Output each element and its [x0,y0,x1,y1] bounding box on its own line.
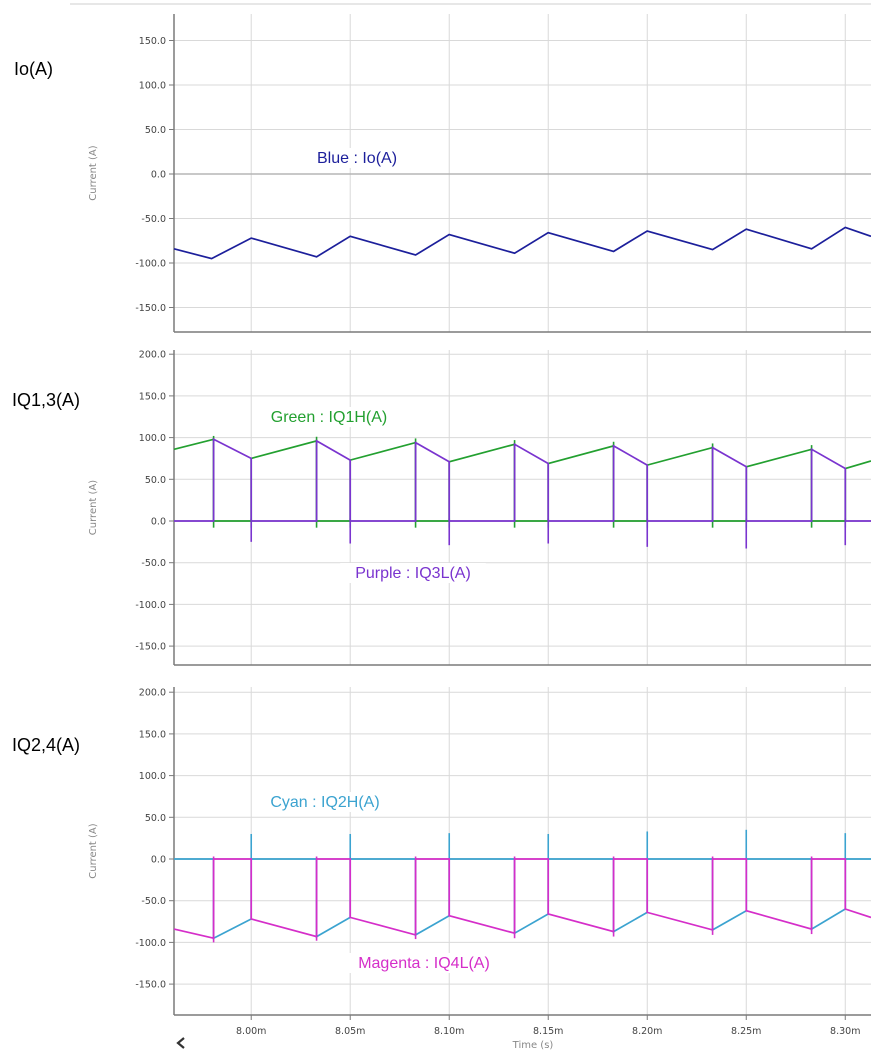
y-tick-label: 50.0 [145,475,166,486]
panel-label: Io(A) [14,59,53,79]
x-tick-label: 8.00m [236,1026,266,1037]
chart-panel-1: 150.0 100.0 50.0 0.0 -50.0 -100.0 -150.0 Curren… [14,14,871,333]
y-tick-label: 200.0 [139,350,166,361]
y-tick-label: 0.0 [151,517,166,528]
y-tick-label: -50.0 [141,214,166,225]
y-tick-label: 0.0 [151,855,166,866]
purple-series-line [174,437,871,522]
y-tick-label: -150.0 [135,303,166,314]
annotation-bg [260,407,398,427]
y-tick-label: 150.0 [139,391,166,402]
annotation-bg [260,792,390,812]
panel-label: IQ1,3(A) [12,390,80,410]
annotation-bg [301,148,413,168]
cyan-series-line [174,858,871,940]
x-tick-label: 8.05m [335,1026,365,1037]
y-tick-label: 150.0 [139,36,166,47]
annotation-bg [346,953,502,973]
y-tick-label: -50.0 [141,896,166,907]
series-annotation: Purple : IQ3L(A) [355,565,471,582]
chevron-left-icon[interactable] [176,1037,185,1049]
chart-panel-2: 200.0 150.0 100.0 50.0 0.0 -50.0 -100.0 -150.0 C… [12,350,871,666]
x-tick-label: 8.20m [632,1026,662,1037]
series-annotation: Cyan : IQ2H(A) [270,794,379,811]
y-axis-title: Current (A) [88,480,99,535]
x-axis-title: Time (s) [512,1040,554,1051]
y-tick-label: 150.0 [139,729,166,740]
chart-panel-3: 200.0 150.0 100.0 50.0 0.0 -50.0 -100.0 -150.0 C… [12,687,871,1016]
y-tick-label: 100.0 [139,433,166,444]
x-tick-label: 8.15m [533,1026,563,1037]
x-tick-label: 8.10m [434,1026,464,1037]
y-tick-label: 100.0 [139,81,166,92]
y-tick-label: 50.0 [145,125,166,136]
panel-label: IQ2,4(A) [12,735,80,755]
series-annotation: Magenta : IQ4L(A) [358,955,490,972]
x-tick-label: 8.30m [830,1026,860,1037]
series-annotation: Green : IQ1H(A) [271,409,387,426]
blue-series-line [173,226,871,260]
series-annotation: Blue : Io(A) [317,150,397,167]
annotation-bg [340,563,486,583]
green-series-line [173,438,871,522]
x-tick-label: 8.25m [731,1026,761,1037]
y-tick-label: -150.0 [135,980,166,991]
y-tick-label: -100.0 [135,259,166,270]
y-tick-label: -150.0 [135,642,166,653]
y-tick-label: -100.0 [135,938,166,949]
x-axis: 8.00m 8.05m 8.10m 8.15m 8.20m 8.25m 8.30m [236,1015,860,1037]
y-tick-label: 50.0 [145,813,166,824]
panels: 150.0 100.0 50.0 0.0 -50.0 -100.0 -150.0 Curren… [12,14,871,1016]
magenta-series-line [173,858,871,940]
y-tick-label: 100.0 [139,771,166,782]
y-tick-label: -100.0 [135,600,166,611]
y-tick-label: 200.0 [139,688,166,699]
y-axis-title: Current (A) [88,145,99,200]
y-axis-title: Current (A) [88,823,99,878]
y-tick-label: 0.0 [151,170,166,181]
y-tick-label: -50.0 [141,558,166,569]
